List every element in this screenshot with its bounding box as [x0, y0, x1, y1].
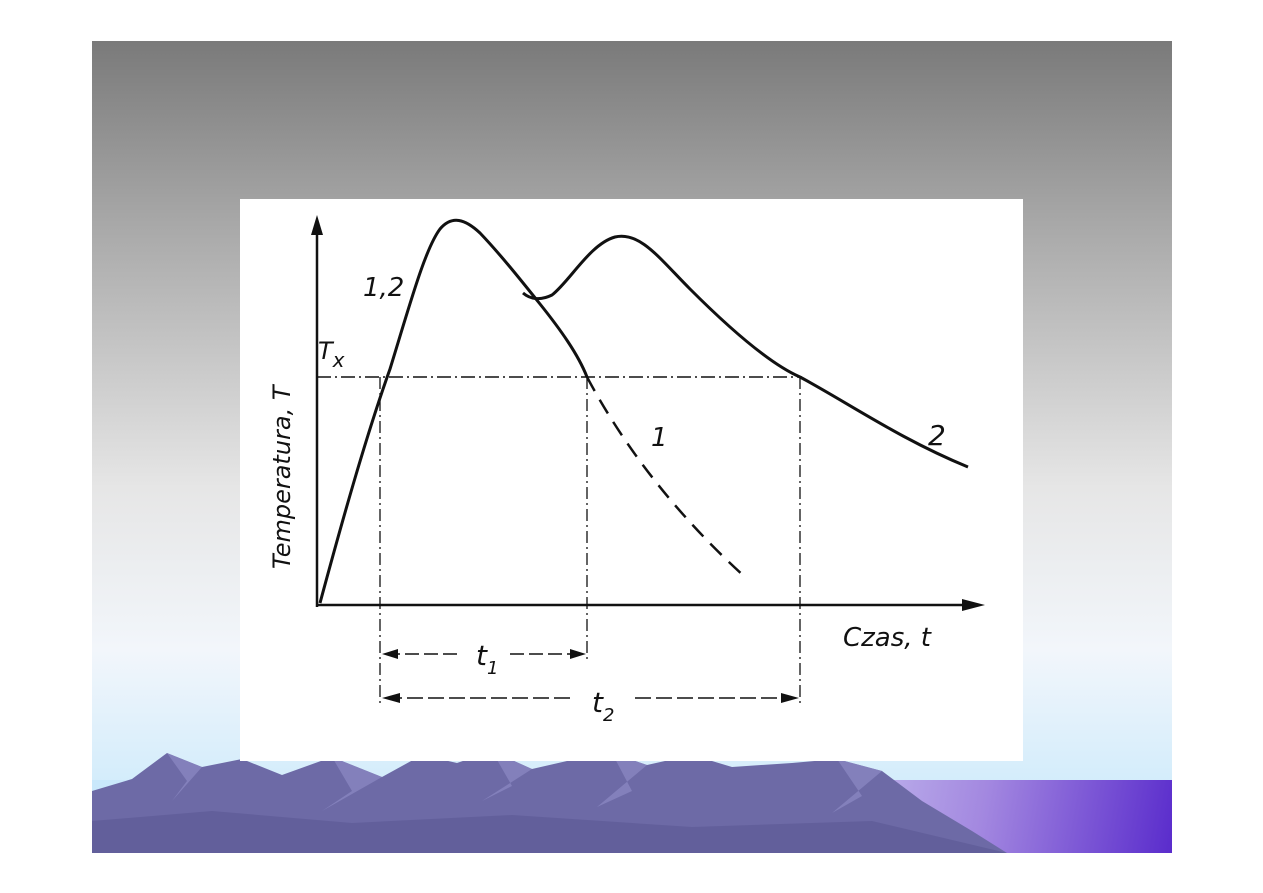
interval-1-label: t1: [476, 639, 498, 679]
curve-2: [522, 234, 969, 469]
interval-2-label: t2: [592, 686, 614, 726]
curve-label-1: 1: [651, 423, 668, 453]
curve-label-shared: 1,2: [363, 273, 404, 303]
curve-shared: [318, 218, 589, 604]
curve-1-dashed: [585, 376, 746, 578]
t2-arrow-right: [781, 693, 799, 703]
y-axis-arrow: [311, 215, 323, 235]
x-axis-label: Czas, t: [843, 623, 932, 653]
temperature-time-diagram: Temperatura, T Czas, t Tx 1,2 1 2 t1 t2: [240, 199, 1023, 761]
t1-arrow-right: [570, 649, 586, 659]
threshold-label: Tx: [318, 337, 345, 372]
x-axis-arrow: [962, 599, 985, 611]
t1-arrow-left: [382, 649, 398, 659]
t2-arrow-left: [382, 693, 400, 703]
mountain-range-decoration: [92, 751, 1007, 853]
curve-label-2: 2: [928, 419, 946, 452]
y-axis-label: Temperatura, T: [268, 383, 296, 569]
